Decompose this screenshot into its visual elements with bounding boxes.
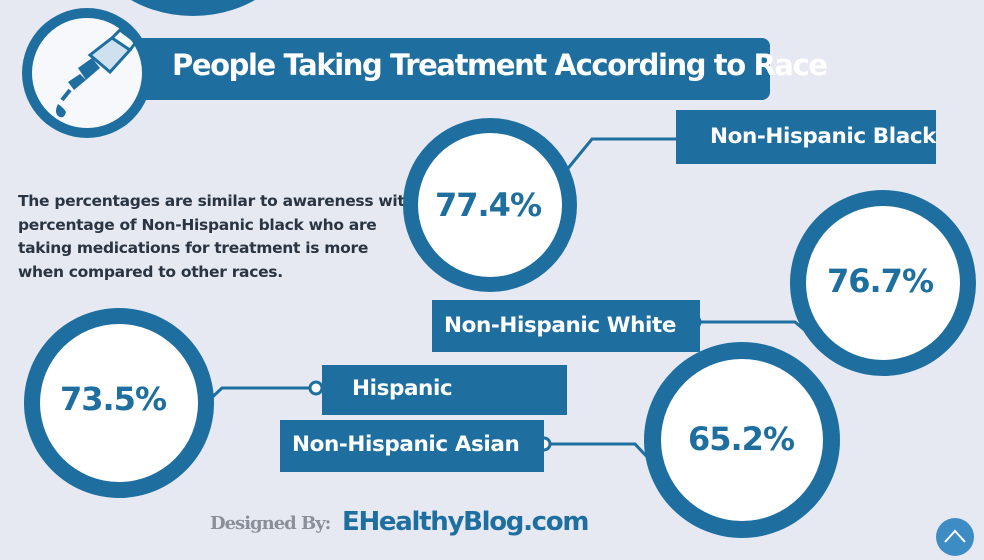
title-banner bbox=[120, 38, 770, 100]
decorative-top-circle bbox=[88, 0, 298, 16]
label-box-non-hispanic-white bbox=[432, 300, 700, 352]
medicine-bottle-dropper-icon bbox=[56, 28, 136, 118]
label-box-non-hispanic-asian bbox=[280, 420, 544, 472]
designed-by-text: Designed By: bbox=[210, 513, 331, 534]
stat-disk-hispanic bbox=[40, 324, 198, 482]
chevron-up-icon bbox=[944, 529, 966, 543]
page-title: People Taking Treatment According to Rac… bbox=[172, 48, 828, 82]
stat-disk-non-hispanic-white bbox=[806, 206, 960, 360]
label-box-hispanic bbox=[322, 365, 567, 415]
stat-value-non-hispanic-white: 76.7% bbox=[826, 262, 934, 300]
stat-disk-non-hispanic-asian bbox=[661, 359, 823, 521]
stat-value-non-hispanic-black: 77.4% bbox=[434, 186, 542, 224]
scroll-top-button[interactable] bbox=[936, 518, 974, 556]
stat-label-non-hispanic-white: Non-Hispanic White bbox=[444, 313, 677, 338]
description-text: The percentages are similar to awareness… bbox=[18, 192, 416, 281]
label-box-non-hispanic-black bbox=[676, 110, 936, 164]
stat-label-hispanic: Hispanic bbox=[352, 376, 453, 401]
site-name-link[interactable]: EHealthyBlog.com bbox=[342, 507, 589, 537]
stat-label-non-hispanic-asian: Non-Hispanic Asian bbox=[292, 432, 520, 457]
stat-value-hispanic: 73.5% bbox=[59, 380, 167, 418]
stat-value-non-hispanic-asian: 65.2% bbox=[687, 420, 795, 458]
stat-disk-non-hispanic-black bbox=[418, 133, 562, 277]
stat-label-non-hispanic-black: Non-Hispanic Black bbox=[710, 124, 937, 149]
